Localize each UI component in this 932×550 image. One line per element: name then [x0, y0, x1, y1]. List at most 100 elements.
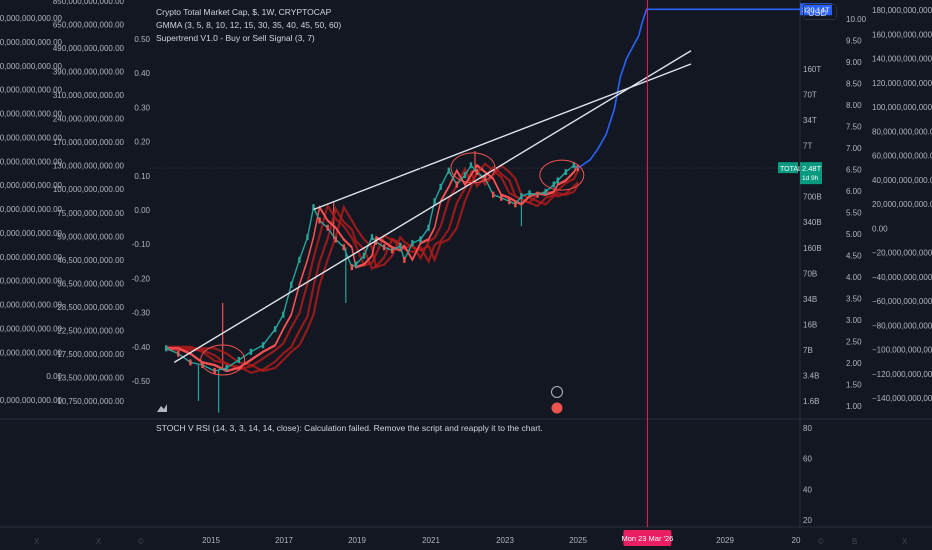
left-inner-axis-label: 28,500,000,000.00: [57, 303, 124, 312]
right-numeric-axis-label: 7.00: [846, 144, 862, 153]
far-right-axis-label: 80,000,000,000.00: [872, 127, 932, 136]
total-value-label: 2.48T: [802, 164, 822, 173]
price-candle: [189, 359, 192, 366]
price-candle: [419, 236, 422, 243]
price-candle: [475, 169, 479, 176]
price-axis-label: 34B: [803, 295, 817, 304]
gmma-long-line: [166, 165, 579, 374]
oscillator-axis-label: 0.50: [134, 35, 150, 44]
right-numeric-axis-label: 4.00: [846, 273, 862, 282]
price-candle: [282, 311, 285, 318]
currency-button[interactable]: USD: [803, 4, 837, 20]
oscillator-axis-label: -0.20: [132, 274, 151, 283]
left-outer-axis-label: -200,000,000,000.00: [0, 396, 63, 405]
far-right-axis-label: −40,000,000,000.00: [872, 273, 932, 282]
left-inner-axis-label: 130,000,000,000.00: [53, 162, 125, 171]
bottom-toolbar-icon: X: [902, 537, 908, 546]
right-numeric-axis-label: 1.00: [846, 402, 862, 411]
right-numeric-axis-label: 2.00: [846, 359, 862, 368]
left-outer-axis-label: 1,000,000,000,000.00: [0, 253, 63, 262]
price-candle: [483, 175, 487, 182]
price-axis-label: 1.6B: [803, 397, 819, 406]
stoch-error-message: STOCH V RSI (14, 3, 3, 14, 14, close): C…: [156, 423, 543, 433]
price-candle: [213, 367, 216, 374]
bottom-toolbar-icon: X: [34, 537, 40, 546]
price-axis-label: 160T: [803, 65, 821, 74]
right-numeric-axis-label: 5.50: [846, 209, 862, 218]
oscillator-axis-label: -0.40: [132, 343, 151, 352]
time-axis-label: 2017: [275, 536, 293, 545]
price-candle: [536, 191, 539, 198]
gmma-long-line: [166, 163, 579, 373]
price-candle: [514, 201, 517, 208]
time-axis-label: 2025: [569, 536, 587, 545]
bottom-toolbar-icon: ©: [818, 537, 824, 546]
price-axis-label: 160B: [803, 244, 822, 253]
supertrend-indicator-label[interactable]: Supertrend V1.0 - Buy or Sell Signal (3,…: [156, 33, 315, 43]
price-axis-label: 340B: [803, 218, 822, 227]
price-candle: [572, 162, 576, 169]
oscillator-axis-label: 0.10: [134, 172, 150, 181]
price-candle: [164, 345, 168, 352]
lightning-event-icon: [551, 386, 563, 398]
price-candle: [447, 167, 450, 174]
left-inner-axis-label: 170,000,000,000.00: [53, 138, 125, 147]
price-candle: [290, 281, 293, 288]
price-candle: [249, 348, 253, 355]
price-axis-label: 7T: [803, 142, 812, 151]
price-candle: [298, 256, 301, 263]
right-numeric-axis-label: 8.50: [846, 80, 862, 89]
price-candle: [177, 350, 180, 357]
far-right-axis-label: 60,000,000,000.00: [872, 152, 932, 161]
target-value-box: [800, 3, 832, 16]
price-candle: [201, 362, 204, 369]
stoch-axis-label: 60: [803, 455, 812, 464]
price-candle: [463, 172, 467, 179]
far-right-axis-label: −120,000,000,000.00: [872, 370, 932, 379]
price-candle: [427, 224, 430, 231]
cursor-date-label: Mon 23 Mar '26: [621, 534, 673, 543]
gmma-indicator-label[interactable]: GMMA (3, 5, 8, 10, 12, 15, 30, 35, 40, 4…: [156, 20, 342, 30]
price-candle: [318, 217, 321, 224]
left-outer-axis-label: 1,800,000,000,000.00: [0, 157, 63, 166]
far-right-axis-label: −20,000,000,000.00: [872, 249, 932, 258]
price-axis-label: 700B: [803, 193, 822, 202]
price-candle: [374, 238, 378, 245]
stoch-axis-label: 40: [803, 485, 812, 494]
left-inner-axis-label: 390,000,000,000.00: [53, 68, 125, 77]
oscillator-axis-label: 0.30: [134, 103, 150, 112]
chart-title[interactable]: Crypto Total Market Cap, $, 1W, CRYPTOCA…: [156, 7, 332, 17]
time-axis-label: 2015: [202, 536, 220, 545]
oscillator-axis-label: -0.50: [132, 377, 151, 386]
price-candle: [342, 244, 345, 251]
time-axis-label: 2023: [496, 536, 514, 545]
oscillator-axis-label: -0.30: [132, 309, 151, 318]
trendline: [313, 63, 692, 211]
price-candle: [273, 326, 277, 333]
price-candle: [354, 261, 358, 268]
left-inner-axis-label: 10,750,000,000.00: [57, 397, 124, 406]
trendline: [173, 50, 692, 363]
left-inner-axis-label: 75,000,000,000.00: [57, 209, 124, 218]
price-candle: [439, 183, 442, 190]
far-right-axis-label: 160,000,000,000.00: [872, 30, 932, 39]
oscillator-axis-label: -0.10: [132, 240, 151, 249]
left-inner-axis-label: 100,000,000,000.00: [53, 185, 125, 194]
right-numeric-axis-label: 9.00: [846, 58, 862, 67]
price-candle: [225, 364, 228, 371]
price-candle: [528, 190, 531, 197]
stoch-axis-label: 80: [803, 424, 812, 433]
price-axis-label: 34T: [803, 116, 817, 125]
price-candle: [433, 198, 436, 205]
gmma-short-line: [166, 165, 579, 373]
left-inner-axis-label: 850,000,000,000.00: [53, 0, 125, 6]
stoch-axis-label: 20: [803, 516, 812, 525]
right-numeric-axis-label: 2.50: [846, 338, 862, 347]
left-inner-axis-label: 13,500,000,000.00: [57, 373, 124, 382]
price-candle: [544, 188, 547, 195]
left-outer-axis-label: 2,600,000,000,000.00: [0, 62, 63, 71]
price-candle: [520, 193, 523, 200]
left-inner-axis-label: 240,000,000,000.00: [53, 115, 125, 124]
price-candle: [306, 234, 309, 241]
